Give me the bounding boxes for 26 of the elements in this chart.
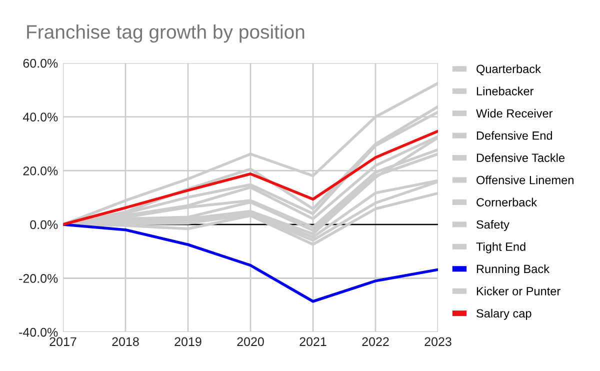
chart-title: Franchise tag growth by position — [27, 24, 304, 43]
legend-label: Defensive Tackle — [476, 153, 564, 162]
x-tick-label: 2018 — [112, 337, 139, 346]
legend-label: Wide Receiver — [476, 108, 553, 118]
x-tick-label: 2017 — [50, 337, 76, 346]
legend-label: Linebacker — [476, 86, 534, 96]
y-tick-label: 40.0% — [22, 112, 58, 122]
legend-label: Running Back — [476, 264, 550, 276]
y-tick-label: -40.0% — [19, 328, 58, 337]
legend-label: Quarterback — [476, 64, 541, 76]
x-tick-label: 2021 — [300, 337, 326, 346]
x-tick-label: 2019 — [174, 337, 202, 346]
x-tick-label: 2022 — [362, 337, 389, 346]
y-tick-label: 0.0% — [30, 220, 58, 230]
legend-label: Tight End — [476, 242, 526, 254]
y-tick-label: -20.0% — [19, 274, 58, 283]
legend-label: Salary cap — [476, 308, 532, 320]
y-tick-label: 60.0% — [23, 58, 58, 68]
legend-label: Cornerback — [476, 198, 538, 206]
x-tick-label: 2023 — [424, 337, 452, 346]
legend-label: Safety — [476, 220, 510, 232]
y-tick-label: 20.0% — [23, 166, 58, 176]
legend-label: Defensive End — [476, 131, 552, 140]
x-tick-label: 2020 — [237, 337, 264, 346]
legend-label: Offensive Linemen — [476, 176, 574, 184]
legend-label: Kicker or Punter — [476, 286, 560, 296]
